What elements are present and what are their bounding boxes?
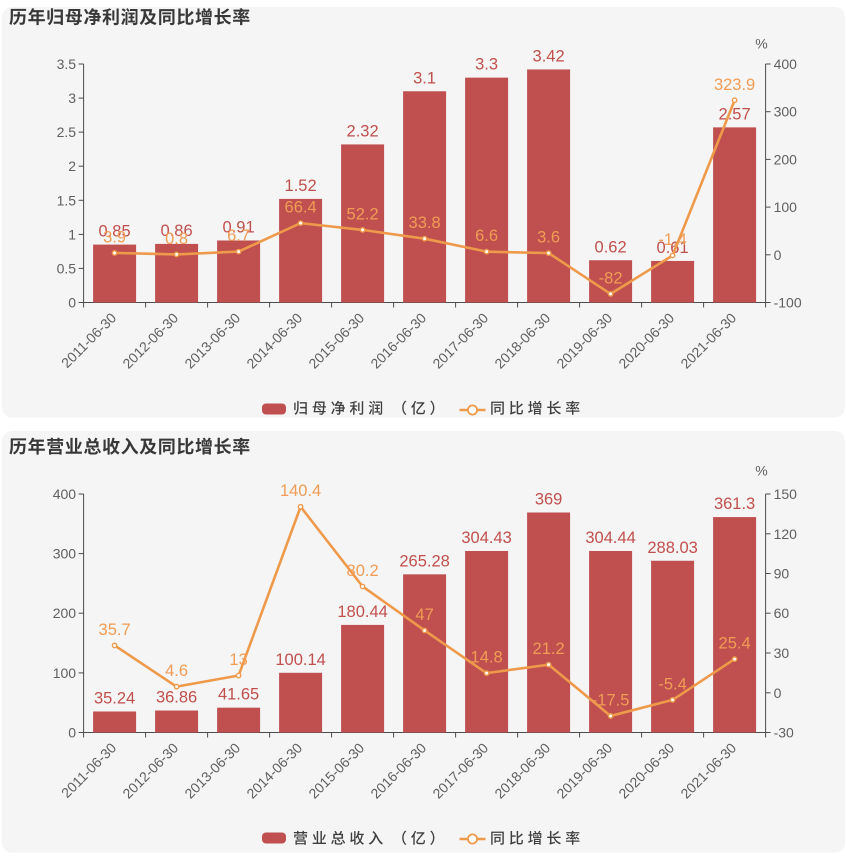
svg-text:0.85: 0.85 [99,223,131,241]
svg-text:2: 2 [68,158,76,174]
svg-text:80.2: 80.2 [347,562,379,580]
svg-text:304.43: 304.43 [461,529,511,547]
svg-text:120: 120 [774,526,798,542]
svg-text:90: 90 [774,566,790,582]
svg-text:41.65: 41.65 [218,686,259,704]
svg-text:13: 13 [229,651,247,669]
svg-text:1: 1 [68,226,76,242]
svg-text:100: 100 [774,199,798,215]
svg-text:1.5: 1.5 [57,192,77,208]
svg-text:0.5: 0.5 [57,260,77,276]
svg-text:1.52: 1.52 [285,177,317,195]
svg-text:36.86: 36.86 [156,689,197,707]
svg-text:30: 30 [774,645,790,661]
svg-text:-82: -82 [599,269,623,287]
svg-text:4.6: 4.6 [165,662,188,680]
svg-text:6.7: 6.7 [227,227,250,245]
svg-text:288.03: 288.03 [647,539,697,557]
svg-text:0.86: 0.86 [161,222,193,240]
svg-text:0: 0 [774,685,782,701]
svg-text:0.91: 0.91 [223,218,255,236]
svg-text:0: 0 [68,295,76,311]
svg-text:300: 300 [53,546,77,562]
svg-text:100: 100 [53,665,77,681]
svg-text:2.57: 2.57 [719,105,751,123]
svg-text:3: 3 [68,90,76,106]
svg-text:6.6: 6.6 [475,227,498,245]
svg-text:400: 400 [774,56,798,72]
svg-text:400: 400 [53,486,77,502]
svg-text:-100: -100 [774,295,802,311]
svg-text:2.5: 2.5 [57,124,77,140]
svg-text:0.8: 0.8 [165,230,188,248]
svg-text:265.28: 265.28 [399,552,449,570]
svg-text:200: 200 [53,605,77,621]
svg-text:3.9: 3.9 [103,228,126,246]
svg-text:300: 300 [774,104,798,120]
svg-text:35.24: 35.24 [94,689,135,707]
svg-text:200: 200 [774,151,798,167]
svg-text:-5.4: -5.4 [658,675,686,693]
svg-text:33.8: 33.8 [409,214,441,232]
svg-text:3.42: 3.42 [533,47,565,65]
svg-text:180.44: 180.44 [337,603,387,621]
svg-text:-30: -30 [774,725,794,741]
svg-text:0.61: 0.61 [657,239,689,257]
svg-text:361.3: 361.3 [714,495,755,513]
svg-text:0.62: 0.62 [595,238,627,256]
svg-text:25.4: 25.4 [719,635,751,653]
svg-text:35.7: 35.7 [99,621,131,639]
svg-text:140.4: 140.4 [280,482,321,500]
svg-text:47: 47 [415,606,433,624]
svg-text:304.44: 304.44 [585,529,635,547]
svg-text:0: 0 [774,247,782,263]
svg-text:%: % [755,36,767,52]
svg-text:3.5: 3.5 [57,56,77,72]
svg-text:3.1: 3.1 [413,69,436,87]
svg-text:14.8: 14.8 [471,649,503,667]
svg-text:0: 0 [68,725,76,741]
svg-text:52.2: 52.2 [347,205,379,223]
svg-text:323.9: 323.9 [714,76,755,94]
svg-text:2.32: 2.32 [347,122,379,140]
svg-text:66.4: 66.4 [285,199,317,217]
svg-text:-17.5: -17.5 [592,691,630,709]
svg-text:3.6: 3.6 [537,229,560,247]
svg-text:21.2: 21.2 [533,640,565,658]
svg-text:150: 150 [774,486,798,502]
svg-text:3.3: 3.3 [475,56,498,74]
svg-text:-1.4: -1.4 [658,231,686,249]
svg-text:60: 60 [774,605,790,621]
svg-text:%: % [755,463,767,479]
svg-text:369: 369 [535,490,563,508]
svg-text:100.14: 100.14 [275,651,325,669]
